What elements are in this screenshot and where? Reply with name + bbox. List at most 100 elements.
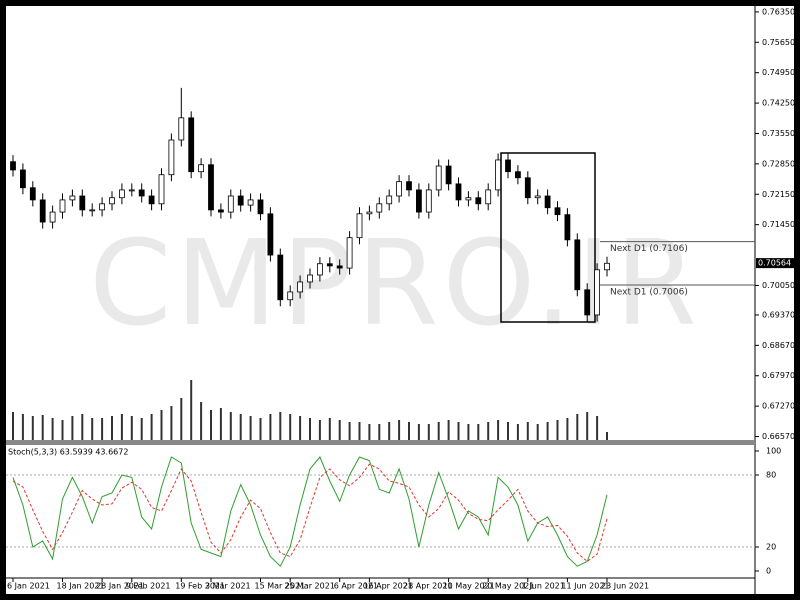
- candle-body: [366, 211, 373, 215]
- last-price-label: 0.70564: [758, 259, 791, 268]
- volume-bar: [566, 418, 569, 440]
- volume-bar: [556, 420, 559, 440]
- volume-bar: [487, 422, 490, 440]
- volume-bar: [309, 418, 311, 440]
- volume-bar: [338, 420, 341, 440]
- y-tick-label: 20: [766, 543, 776, 552]
- candle-body: [158, 174, 165, 205]
- candle-body: [415, 189, 422, 213]
- candle-body: [69, 195, 76, 201]
- x-tick-label: 28 Apr 2021: [403, 582, 452, 591]
- volume-bar: [408, 422, 410, 440]
- volume-bar: [229, 412, 232, 440]
- candle-body: [198, 164, 205, 173]
- x-tick-label: 15 Mar 2021: [255, 582, 306, 591]
- volume-bar: [318, 420, 321, 440]
- volume-bar: [328, 418, 331, 440]
- volume-bar: [31, 416, 34, 440]
- y-tick-label: 0: [766, 567, 771, 576]
- x-tick-label: 28 Jan 2021: [96, 582, 144, 591]
- volume-bar: [447, 420, 450, 440]
- candle-body: [49, 211, 56, 223]
- candle-body: [178, 117, 185, 141]
- volume-bar: [586, 412, 589, 440]
- candle-body: [425, 189, 432, 213]
- candle-body: [287, 291, 294, 301]
- last-price-box: [756, 258, 794, 269]
- y-tick-label: 100: [766, 447, 781, 456]
- candle-body: [485, 189, 492, 205]
- volume-bar: [437, 422, 440, 440]
- y-tick-label: 0.73550: [762, 129, 795, 138]
- x-tick-label: 20 May 2021: [482, 582, 534, 591]
- candle-body: [208, 164, 214, 211]
- annotation-label: Next D1 (0.7106): [610, 244, 688, 254]
- volume-bar: [101, 418, 104, 440]
- x-tick-label: 9 Feb 2021: [126, 582, 171, 591]
- candle-body: [119, 189, 125, 199]
- y-tick-label: 0.76350: [762, 7, 795, 16]
- y-tick-label: 0.67270: [762, 402, 795, 411]
- volume-bar: [368, 424, 371, 440]
- x-tick-label: 1 Jun 2021: [522, 582, 565, 591]
- candle-body: [564, 214, 571, 241]
- volume-bar: [21, 414, 24, 440]
- candle-body: [257, 199, 264, 215]
- candle-body: [594, 269, 600, 316]
- candle-body: [188, 117, 195, 173]
- candle-body: [138, 189, 145, 197]
- candle-body: [515, 171, 521, 179]
- volume-bar: [140, 418, 143, 440]
- candle-body: [237, 195, 244, 206]
- y-tick-label: 0.71450: [762, 220, 795, 229]
- watermark: CMPRO.IR: [89, 214, 701, 352]
- candle-body: [109, 197, 115, 205]
- candle-body: [128, 189, 135, 192]
- candle-body: [336, 265, 343, 269]
- candle-body: [277, 254, 284, 301]
- volume-bar: [41, 415, 44, 440]
- volume-bar: [348, 422, 351, 440]
- volume-bar: [210, 410, 212, 440]
- volume-bar: [576, 414, 579, 440]
- candle-body: [267, 213, 274, 256]
- y-tick-label: 0.72850: [762, 159, 795, 168]
- y-tick-label: 0.75650: [762, 38, 795, 47]
- volume-bar: [536, 424, 539, 440]
- volume-bar: [388, 422, 391, 440]
- candle-body: [584, 289, 591, 316]
- volume-bar: [180, 398, 183, 440]
- indicator-title: Stoch(5,3,3) 63.5939 43.6672: [8, 448, 128, 457]
- volume-bar: [269, 414, 272, 440]
- volume-bar: [259, 418, 262, 440]
- candle-body: [307, 274, 313, 283]
- volume-bar: [417, 424, 420, 440]
- x-tick-label: 10 May 2021: [443, 582, 495, 591]
- volume-bar: [299, 416, 302, 440]
- volume-bar: [457, 422, 460, 440]
- volume-bar: [111, 416, 113, 440]
- candle-body: [524, 177, 531, 199]
- x-tick-label: 19 Feb 2021: [175, 582, 225, 591]
- volume-bar: [130, 416, 133, 440]
- candle-body: [554, 207, 561, 216]
- volume-bar: [219, 408, 222, 440]
- candle-body: [227, 195, 234, 213]
- volume-bar: [596, 416, 599, 440]
- candle-body: [168, 139, 175, 176]
- y-tick-label: 0.70050: [762, 281, 795, 290]
- candle-body: [406, 181, 412, 191]
- candle-body: [29, 187, 36, 201]
- stoch-line: [12, 456, 608, 568]
- volume-bar: [289, 414, 292, 440]
- volume-bar: [150, 414, 153, 440]
- x-tick-label: 23 Jun 2021: [601, 582, 649, 591]
- candle-body: [148, 195, 155, 205]
- volume-bar: [516, 424, 519, 440]
- x-tick-label: 6 Jan 2021: [7, 582, 50, 591]
- candle-body: [89, 209, 96, 212]
- candle-body: [534, 195, 541, 199]
- highlight-box: [500, 152, 596, 323]
- volume-bar: [71, 416, 74, 440]
